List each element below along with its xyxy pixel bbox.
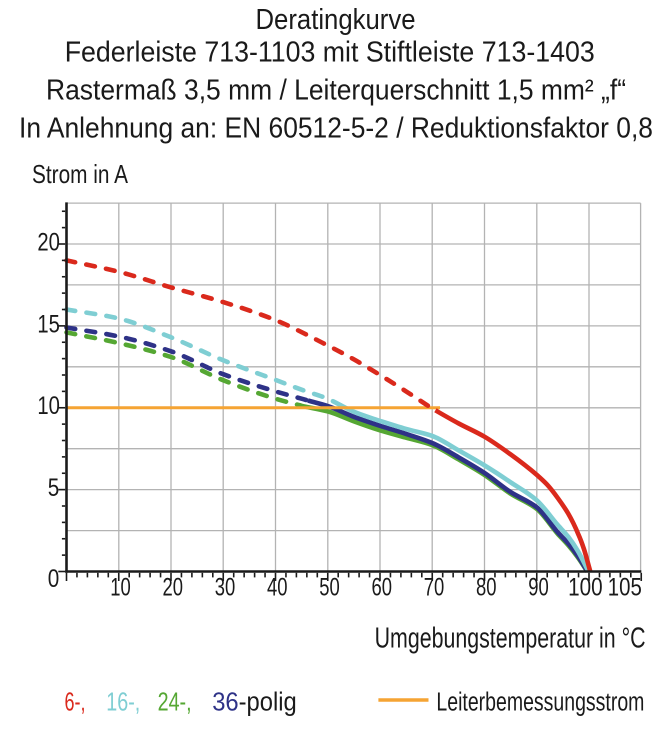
svg-text:0: 0: [48, 565, 60, 593]
svg-text:105: 105: [608, 574, 642, 602]
svg-text:70: 70: [424, 574, 445, 602]
svg-text:10: 10: [37, 392, 60, 420]
svg-text:60: 60: [371, 574, 392, 602]
svg-text:30: 30: [215, 574, 236, 602]
svg-text:6-,: 6-,: [65, 689, 86, 717]
svg-text:Federleiste 713-1103 mit Stift: Federleiste 713-1103 mit Stiftleiste 713…: [65, 37, 595, 69]
svg-text:5: 5: [48, 474, 60, 502]
svg-text:80: 80: [476, 574, 497, 602]
svg-text:50: 50: [319, 574, 340, 602]
svg-text:In Anlehnung an: EN 60512-5-2: In Anlehnung an: EN 60512-5-2 / Reduktio…: [19, 113, 653, 145]
svg-text:100: 100: [568, 574, 603, 602]
svg-text:Umgebungstemperatur in °C: Umgebungstemperatur in °C: [375, 623, 646, 655]
svg-text:15: 15: [37, 310, 60, 338]
svg-text:36-polig: 36-polig: [212, 689, 297, 717]
svg-text:40: 40: [267, 574, 288, 602]
svg-text:20: 20: [37, 228, 60, 256]
svg-text:10: 10: [110, 574, 131, 602]
svg-text:Strom in A: Strom in A: [32, 159, 129, 189]
svg-text:Deratingkurve: Deratingkurve: [256, 4, 416, 36]
svg-text:16-,: 16-,: [106, 689, 140, 717]
svg-text:Leiterbemessungsstrom: Leiterbemessungsstrom: [436, 689, 644, 717]
svg-text:24-,: 24-,: [158, 689, 192, 717]
svg-text:Rastermaß 3,5 mm / Leiterquers: Rastermaß 3,5 mm / Leiterquerschnitt 1,5…: [46, 75, 626, 107]
svg-text:90: 90: [528, 574, 549, 602]
svg-text:20: 20: [162, 574, 183, 602]
